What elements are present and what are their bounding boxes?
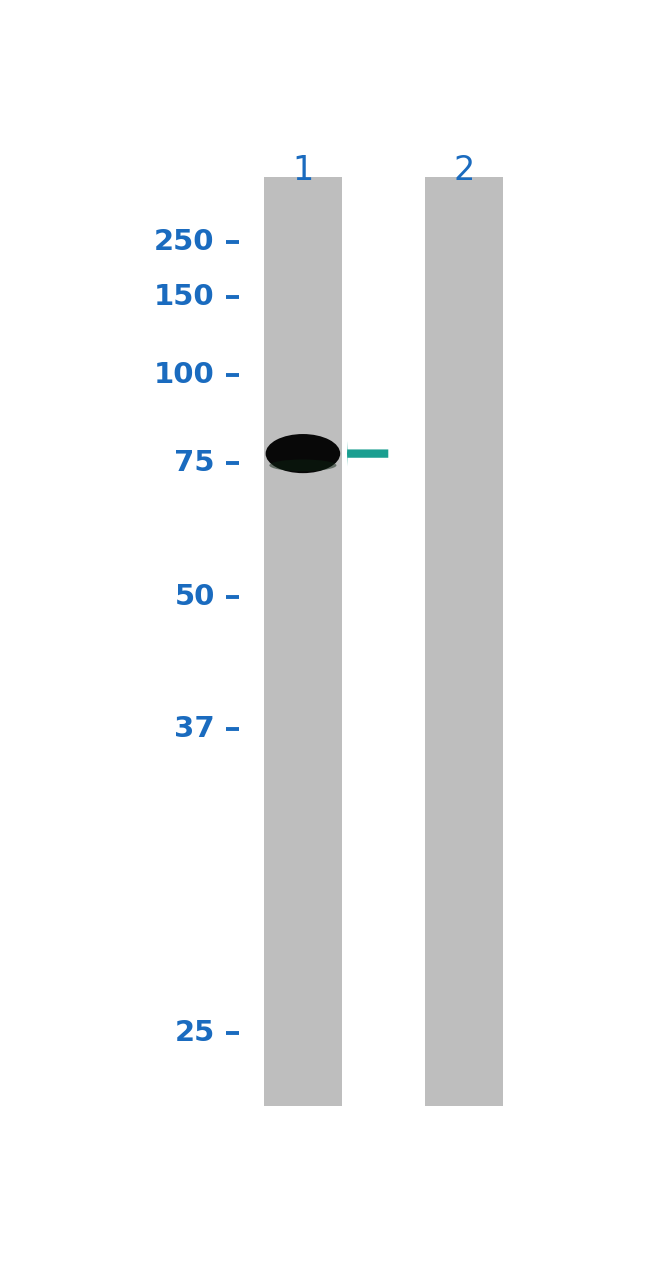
- Bar: [425, 177, 503, 1106]
- Ellipse shape: [269, 460, 337, 471]
- Text: 50: 50: [174, 583, 214, 611]
- Text: 250: 250: [154, 229, 214, 257]
- Text: 1: 1: [292, 154, 313, 187]
- Text: 100: 100: [154, 362, 214, 390]
- Text: 2: 2: [454, 154, 474, 187]
- Text: 25: 25: [174, 1019, 214, 1046]
- Bar: [264, 177, 342, 1106]
- Text: 75: 75: [174, 450, 214, 478]
- Text: 150: 150: [154, 283, 214, 311]
- Text: 37: 37: [174, 715, 214, 743]
- Ellipse shape: [266, 434, 340, 474]
